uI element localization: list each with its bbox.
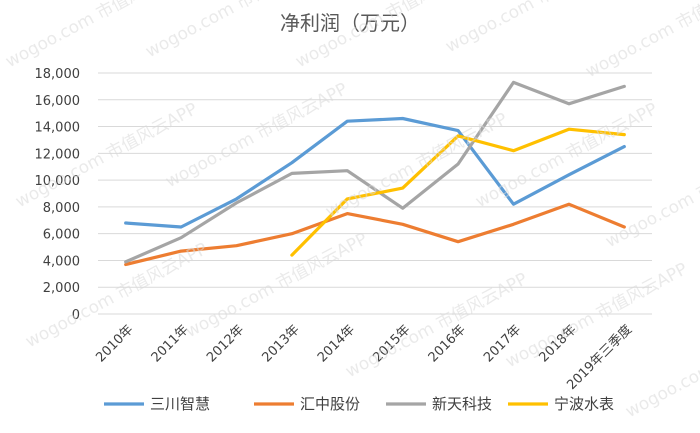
y-tick-label: 16,000 [35, 94, 81, 109]
series-line [124, 80, 626, 264]
y-tick-label: 4,000 [43, 254, 80, 269]
x-tick-label: 2013年 [260, 322, 303, 365]
y-tick-label: 14,000 [35, 121, 81, 136]
legend-label: 汇中股份 [300, 395, 360, 413]
y-tick-label: 12,000 [35, 147, 81, 162]
y-axis: 0 2,000 4,000 6,000 8,000 10,000 12,000 14,000 1… [35, 67, 81, 323]
legend-label: 三川智慧 [150, 395, 210, 413]
y-tick-label: 0 [72, 308, 80, 323]
y-tick-label: 18,000 [35, 67, 81, 82]
x-tick-label: 2010年 [93, 322, 136, 365]
chart-title: 净利润（万元） [280, 11, 420, 35]
series-line [290, 127, 626, 257]
y-tick-label: 8,000 [43, 201, 80, 216]
legend-label: 宁波水表 [554, 395, 614, 413]
legend-label: 新天科技 [432, 395, 492, 413]
series-line [124, 202, 626, 267]
series-lines [124, 80, 626, 267]
y-tick-label: 10,000 [35, 174, 81, 189]
gridlines [98, 72, 652, 315]
series-line [124, 116, 626, 229]
legend: 三川智慧 汇中股份 新天科技 宁波水表 [104, 395, 614, 413]
y-tick-label: 6,000 [43, 228, 80, 243]
y-tick-label: 2,000 [43, 281, 80, 296]
